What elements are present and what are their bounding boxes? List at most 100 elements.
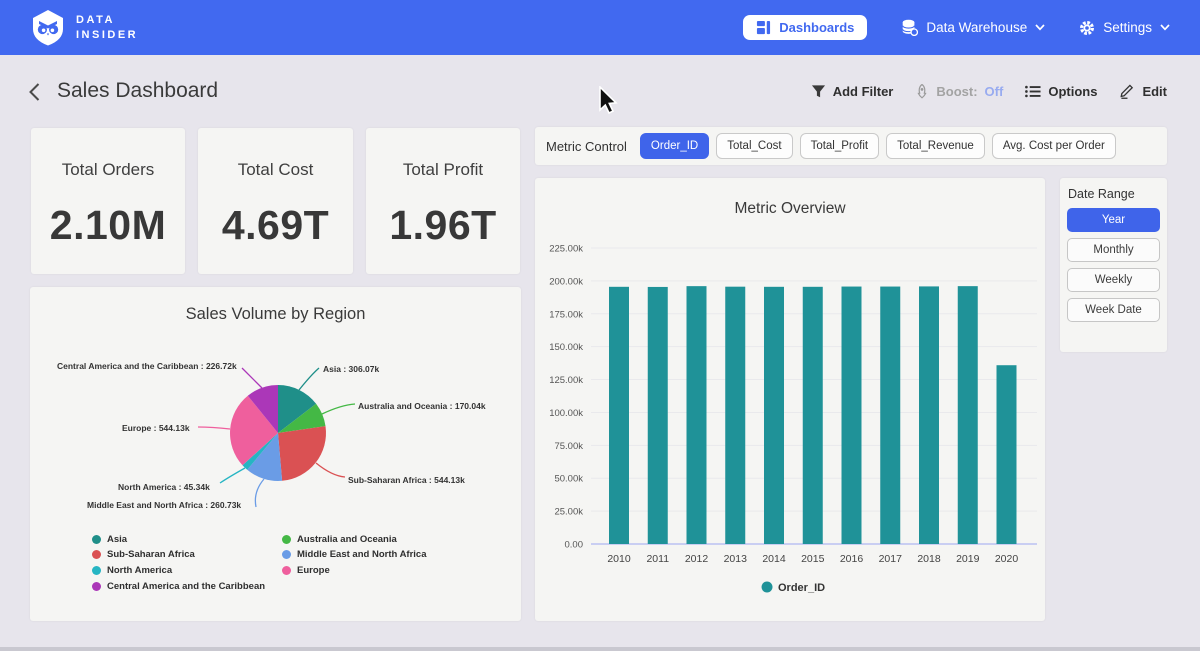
metric-chip-total-cost[interactable]: Total_Cost <box>716 133 793 159</box>
pie-slice-sub-saharan-africa[interactable] <box>278 426 326 481</box>
kpi-label: Total Profit <box>402 160 484 179</box>
date-range-monthly[interactable]: Monthly <box>1067 238 1160 262</box>
x-axis-tick: 2015 <box>801 553 825 565</box>
y-axis-tick: 25.00k <box>554 507 583 518</box>
pie-connector <box>321 403 356 415</box>
pie-legend-column-2: Australia and Oceania Middle East and Nor… <box>282 533 427 580</box>
pencil-icon <box>1120 84 1134 99</box>
pie-slice-asia[interactable] <box>278 385 317 433</box>
bar-2010[interactable] <box>609 286 629 544</box>
pie-connector <box>219 467 246 484</box>
bar-2012[interactable] <box>686 286 707 544</box>
pie-legend-asia[interactable]: Asia <box>92 533 265 546</box>
back-button[interactable] <box>27 82 45 102</box>
pie-connector <box>197 426 231 430</box>
x-axis-tick: 2016 <box>840 553 864 565</box>
dashboards-label: Dashboards <box>779 20 855 35</box>
mouse-cursor <box>599 86 618 115</box>
pie-value-label: Europe : 544.13k <box>122 423 190 433</box>
pie-slice-north-america[interactable] <box>242 433 279 470</box>
legend-label: Central America and the Caribbean <box>107 580 266 592</box>
pie-slice-central-america-and-the-caribbean[interactable] <box>247 385 278 433</box>
bar-2017[interactable] <box>880 286 901 544</box>
bar-2015[interactable] <box>802 286 823 544</box>
x-axis-tick: 2013 <box>724 553 748 565</box>
dashboards-button[interactable]: Dashboards <box>743 15 868 40</box>
data-warehouse-label: Data Warehouse <box>926 20 1028 35</box>
metric-control-bar: Metric Control Order_ID Total_Cost Total_P… <box>535 127 1167 165</box>
date-range-panel: Date Range Year Monthly Weekly Week Date <box>1060 178 1167 352</box>
x-axis-tick: 2017 <box>879 553 903 565</box>
bar-2020[interactable] <box>996 365 1017 544</box>
date-range-weekly[interactable]: Weekly <box>1067 268 1160 292</box>
metric-chip-total-profit[interactable]: Total_Profit <box>799 133 880 159</box>
pie-slice-australia-and-oceania[interactable] <box>278 403 326 433</box>
metric-chip-order-id[interactable]: Order_ID <box>639 133 710 159</box>
brand-text: DATA INSIDER <box>76 13 139 41</box>
pie-slice-europe[interactable] <box>230 395 278 466</box>
header-actions: Add Filter Boost: Off Options Edit <box>811 83 1167 99</box>
page-title: Sales Dashboard <box>57 79 219 102</box>
y-axis-tick: 200.00k <box>549 276 583 287</box>
pie-legend-central-america-and-the-caribbean[interactable]: Central America and the Caribbean <box>92 580 265 593</box>
metric-chip-avg-cost-per-order[interactable]: Avg. Cost per Order <box>991 133 1116 159</box>
x-axis-tick: 2011 <box>646 553 669 565</box>
bar-2019[interactable] <box>957 286 978 544</box>
legend-label: Asia <box>107 533 128 545</box>
pie-legend-north-america[interactable]: North America <box>92 564 265 577</box>
data-warehouse-menu[interactable]: Data Warehouse <box>901 19 1045 36</box>
pie-legend-australia-and-oceania[interactable]: Australia and Oceania <box>282 533 427 546</box>
options-button[interactable]: Options <box>1025 84 1097 99</box>
legend-label: Europe <box>297 565 330 577</box>
y-axis-tick: 175.00k <box>549 309 583 320</box>
boost-status: Off <box>984 83 1004 99</box>
bar-chart: 0.00 25.00k 50.00k 75.00k 100.00k 125.00k 150.… <box>549 244 1037 595</box>
x-axis-tick: 2019 <box>956 553 980 565</box>
legend-dot-icon <box>92 550 101 560</box>
x-axis-tick: 2012 <box>685 553 709 565</box>
legend-dot-icon <box>282 550 291 560</box>
pie-chart-title: Sales Volume by Region <box>185 305 366 323</box>
legend-dot-icon <box>92 566 101 576</box>
brand-logo[interactable]: DATA INSIDER <box>30 9 138 47</box>
bar-2018[interactable] <box>919 286 939 544</box>
bar-2011[interactable] <box>647 286 668 544</box>
pie-connector <box>315 462 346 478</box>
y-axis-tick: 75.00k <box>554 441 583 452</box>
pie-value-label: North America : 45.34k <box>118 482 210 492</box>
date-range-label: Date Range <box>1068 187 1135 201</box>
kpi-label: Total Orders <box>61 160 155 179</box>
boost-toggle[interactable]: Boost: Off <box>915 83 1004 99</box>
pie-slice-middle-east-and-north-africa[interactable] <box>247 433 283 481</box>
bar-legend-Order_ID[interactable]: Order_ID <box>761 581 826 595</box>
sales-volume-panel: Sales Volume by Region Asia : 306.07k Aus… <box>30 287 521 621</box>
pie-legend-europe[interactable]: Europe <box>282 564 427 577</box>
metric-chips: Order_ID Total_Cost Total_Profit Total_Reve… <box>639 133 1116 159</box>
owl-logo-icon <box>33 9 63 45</box>
kpi-value: 2.10M <box>49 202 167 248</box>
pie-value-label: Central America and the Caribbean : 226.… <box>57 361 237 371</box>
chevron-down-icon <box>1160 24 1170 31</box>
bar-2013[interactable] <box>725 286 746 544</box>
chevron-down-icon <box>1035 24 1045 31</box>
y-axis-tick: 100.00k <box>549 408 583 419</box>
pie-value-label: Asia : 306.07k <box>323 364 380 374</box>
date-range-week-date[interactable]: Week Date <box>1067 298 1160 322</box>
edit-button[interactable]: Edit <box>1119 83 1167 99</box>
pie-chart <box>197 367 356 508</box>
pie-legend-sub-saharan-africa[interactable]: Sub-Saharan Africa <box>92 549 265 562</box>
legend-dot-icon <box>92 534 101 544</box>
x-axis-tick: 2014 <box>762 553 786 565</box>
metric-chip-total-revenue[interactable]: Total_Revenue <box>886 133 985 159</box>
pie-value-label: Middle East and North Africa : 260.73k <box>87 500 242 510</box>
y-axis-tick: 0.00 <box>565 540 584 551</box>
legend-label: Middle East and North Africa <box>297 549 427 561</box>
date-range-year[interactable]: Year <box>1067 208 1160 232</box>
add-filter-button[interactable]: Add Filter <box>811 84 893 99</box>
bar-2014[interactable] <box>764 286 784 544</box>
settings-menu[interactable]: Settings <box>1079 20 1170 36</box>
pie-connector <box>241 367 263 389</box>
pie-legend-middle-east-and-north-africa[interactable]: Middle East and North Africa <box>282 549 427 562</box>
bar-2016[interactable] <box>841 286 862 544</box>
metric-control-label: Metric Control <box>546 138 627 154</box>
